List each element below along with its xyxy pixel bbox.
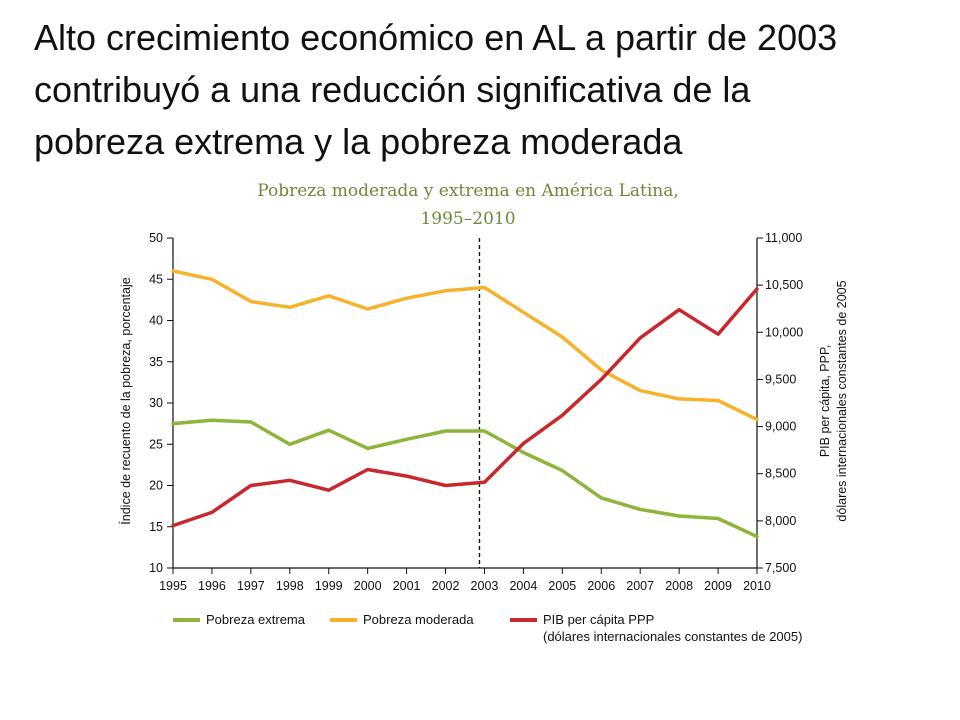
x-tick-label: 2004 [509, 579, 537, 593]
x-tick-label: 2009 [704, 579, 732, 593]
y-right-tick-label: 10,000 [765, 325, 803, 339]
x-tick-label: 2007 [626, 579, 654, 593]
y-right-tick-label: 9,000 [765, 420, 796, 434]
y-right-tick-label: 8,500 [765, 467, 796, 481]
y-right-tick-label: 9,500 [765, 372, 796, 386]
series-line-moderada [171, 269, 759, 422]
chart-subtitle: 1995–2010 [420, 209, 515, 229]
y-left-tick-label: 40 [149, 314, 163, 328]
y-right-tick-label: 8,000 [765, 514, 796, 528]
x-tick-label: 2002 [432, 579, 460, 593]
y-right-tick-label: 10,500 [765, 278, 803, 292]
x-tick-label: 2006 [587, 579, 615, 593]
x-tick-label: 1997 [237, 579, 265, 593]
y-left-tick-label: 50 [149, 231, 163, 245]
x-tick-label: 2001 [393, 579, 421, 593]
y-left-tick-label: 35 [149, 355, 163, 369]
chart-axes: 10 15 20 25 30 35 40 45 50 7,500 8,000 8,500 9,000 9,… [149, 231, 803, 593]
y-left-tick-label: 25 [149, 437, 163, 451]
legend-label-extrema: Pobreza extrema [206, 612, 306, 627]
x-tick-label: 2010 [743, 579, 771, 593]
y-right-tick-label: 7,500 [765, 561, 796, 575]
chart-title: Pobreza moderada y extrema en América La… [257, 181, 679, 201]
legend-label-moderada: Pobreza moderada [363, 612, 474, 627]
y-right-tick-label: 11,000 [765, 231, 802, 245]
y-axis-left-label: Índice de recuento de la pobreza, porcen… [118, 277, 133, 524]
legend-label-pib: PIB per cápita PPP [543, 612, 654, 627]
x-tick-label: 1996 [198, 579, 226, 593]
slide-title-line-1: Alto crecimiento económico en AL a parti… [34, 17, 838, 58]
x-tick-label: 2003 [471, 579, 499, 593]
y-left-tick-label: 10 [149, 561, 163, 575]
series-line-extrema [171, 418, 759, 539]
x-tick-label: 1995 [159, 579, 187, 593]
x-tick-label: 1998 [276, 579, 304, 593]
series-lines [171, 269, 759, 539]
x-tick-label: 2008 [665, 579, 693, 593]
slide-title-line-2: contribuyó a una reducción significativa… [34, 69, 751, 110]
x-tick-label: 1999 [315, 579, 343, 593]
y-axis-right-label-line-2: dólares internacionales constantes de 20… [835, 280, 849, 521]
y-left-tick-label: 20 [149, 479, 163, 493]
y-left-tick-label: 30 [149, 396, 163, 410]
legend-label-pib-line-2: (dólares internacionales constantes de 2… [543, 629, 802, 644]
y-left-tick-label: 45 [149, 272, 163, 286]
legend: Pobreza extrema Pobreza moderada PIB per… [173, 612, 802, 644]
y-axis-right-label-line-1: PIB per cápita, PPP, [818, 345, 832, 457]
slide-title: Alto crecimiento económico en AL a parti… [34, 12, 934, 168]
series-line-pib [171, 287, 759, 528]
x-tick-label: 2005 [548, 579, 576, 593]
x-tick-label: 2000 [354, 579, 382, 593]
y-left-tick-label: 15 [149, 520, 163, 534]
slide-title-line-3: pobreza extrema y la pobreza moderada [34, 121, 683, 162]
